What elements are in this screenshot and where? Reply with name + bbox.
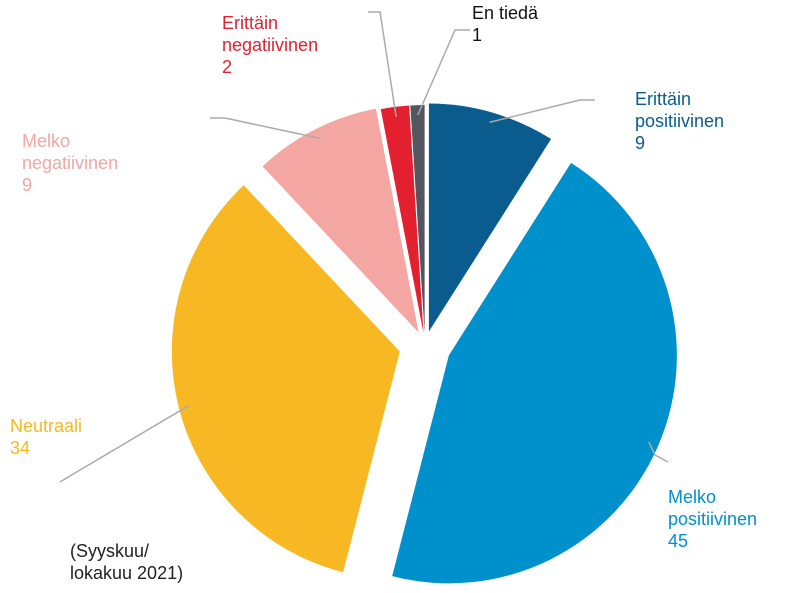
pie-slice [410, 105, 425, 334]
value-label: 9 [635, 133, 646, 153]
category-label: Neutraali [10, 416, 83, 436]
slice-label: Erittäin positiivinen 9 [635, 88, 765, 154]
slice-label: En tiedä 1 [472, 2, 602, 46]
category-label: Melko positiivinen [668, 487, 758, 529]
leader-line [210, 117, 320, 140]
value-label: 45 [668, 531, 689, 551]
pie-slice [380, 105, 424, 334]
slice-label: Melko negatiivinen 9 [22, 130, 152, 196]
pie-slice [171, 185, 400, 573]
category-label: Erittäin positiivinen [635, 89, 725, 131]
value-label: 2 [222, 57, 233, 77]
category-label: Melko negatiivinen [22, 131, 119, 173]
value-label: 34 [10, 438, 31, 458]
slice-label: Neutraali 34 [10, 415, 140, 459]
leader-line [417, 29, 470, 116]
category-label: En tiedä [472, 3, 539, 23]
pie-slice [262, 108, 419, 333]
value-label: 9 [22, 175, 33, 195]
slice-label: Erittäin negatiivinen 2 [222, 12, 352, 78]
leader-line [489, 99, 595, 123]
slice-label: Melko positiivinen 45 [668, 486, 786, 552]
value-label: 1 [472, 25, 483, 45]
category-label: Erittäin negatiivinen [222, 13, 319, 55]
pie-slice [428, 103, 552, 332]
leader-line [368, 11, 397, 117]
leader-line [59, 405, 190, 483]
leader-line [648, 441, 669, 463]
pie-slice [392, 162, 677, 584]
note: (Syyskuu/ lokakuu 2021) [70, 541, 184, 583]
